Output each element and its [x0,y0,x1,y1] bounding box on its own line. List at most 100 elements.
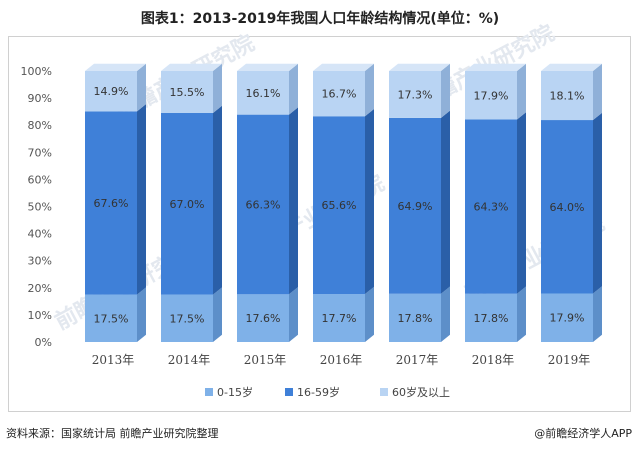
y-tick-label: 100% [21,65,52,78]
source-note: 资料来源：国家统计局 前瞻产业研究院整理 [6,427,219,440]
bars [85,63,602,342]
bar-segment-side [441,286,450,342]
bar-segment [541,120,593,294]
data-label: 17.8% [474,312,509,325]
bar-top [465,63,526,71]
data-label: 14.9% [94,85,129,98]
y-tick-label: 40% [28,228,52,241]
data-label: 16.1% [246,87,281,100]
bar-segment [237,71,289,115]
x-tick-label: 2016年 [320,353,363,367]
data-label: 64.9% [398,200,433,213]
chart-frame [8,36,631,412]
data-label: 17.8% [398,312,433,325]
y-tick-label: 10% [28,309,52,322]
y-tick-label: 80% [28,119,52,132]
bar-segment-side [289,287,298,342]
y-tick-label: 20% [28,282,52,295]
bar-segment-side [365,63,374,117]
x-tick-label: 2019年 [548,353,591,367]
x-axis: 2013年 2014年 2015年 2016年 2017年 2018年 2019年 [92,353,591,367]
data-label: 17.7% [322,312,357,325]
bar-segment [313,294,365,342]
bar-segment-side [365,286,374,342]
legend-label: 0-15岁 [217,385,253,399]
bar-segment [541,293,593,342]
bar-top [313,63,374,71]
bar-segment-side [441,110,450,294]
bar-segment [161,113,213,295]
chart-title: 图表1：2013-2019年我国人口年龄结构情况(单位：%) [140,11,500,27]
bar-top [541,63,602,71]
bar-segment [313,116,365,295]
data-label: 18.1% [550,90,585,103]
bar-segment-side [213,287,222,342]
bar-segment-side [517,286,526,342]
legend-label: 60岁及以上 [392,385,450,399]
data-label: 66.3% [246,198,281,211]
data-labels: 17.5% 67.6% 14.9% 17.5% 67.0% 15.5% 17.6% 66.3%… [94,85,585,325]
bar-top [85,63,146,71]
bar-segment [237,114,289,295]
bar-segment-side [213,105,222,295]
bar-segment-side [517,112,526,294]
bar-segment-side [137,287,146,342]
y-tick-label: 50% [28,201,52,214]
bar-segment [389,117,441,294]
bar-segment [465,119,517,294]
legend-swatch [205,388,213,396]
bar-top [389,63,450,71]
data-label: 64.3% [474,201,509,214]
bar-segment [237,294,289,342]
y-axis: 0% 10% 20% 30% 40% 50% 60% 70% 80% 90% 100% [21,65,52,349]
bar-segment-side [593,286,602,342]
data-label: 65.6% [322,199,357,212]
legend-swatch [285,388,293,396]
data-label: 17.6% [246,312,281,325]
bar-segment-side [593,112,602,294]
data-label: 16.7% [322,88,357,101]
bar-top [237,63,298,71]
x-tick-label: 2018年 [472,353,515,367]
x-tick-label: 2017年 [396,353,439,367]
bar-segment-side [289,63,298,115]
bar-segment-side [289,107,298,295]
data-label: 17.5% [170,312,205,325]
x-tick-label: 2014年 [168,353,211,367]
y-tick-label: 60% [28,173,52,186]
data-label: 15.5% [170,86,205,99]
legend: 0-15岁 16-59岁 60岁及以上 [205,385,450,399]
y-tick-label: 0% [35,336,52,349]
bar-segment [465,71,517,120]
bar-segment [85,111,137,295]
bar-segment [161,294,213,342]
data-label: 67.6% [94,197,129,210]
bar-segment-side [517,63,526,120]
bar-segment-side [213,63,222,114]
data-label: 17.5% [94,312,129,325]
data-label: 17.9% [550,312,585,325]
bar-segment [85,71,137,112]
bar-segment [541,71,593,121]
y-tick-label: 70% [28,146,52,159]
legend-swatch [380,388,388,396]
bar-top [161,63,222,71]
bar-segment [465,293,517,342]
y-tick-label: 30% [28,255,52,268]
bar-segment-side [137,104,146,295]
bar-segment-side [365,109,374,295]
bar-segment [389,293,441,342]
bar-segment-side [593,63,602,121]
x-tick-label: 2015年 [244,353,287,367]
data-label: 17.9% [474,89,509,102]
bar-segment [389,71,441,118]
bar-segment-side [137,63,146,112]
bar-segment [85,294,137,342]
data-label: 67.0% [170,198,205,211]
bar-segment [161,71,213,114]
bar-segment-side [441,63,450,118]
x-tick-label: 2013年 [92,353,135,367]
credit-note: @前瞻经济学人APP [534,427,632,440]
bar-segment [313,71,365,117]
